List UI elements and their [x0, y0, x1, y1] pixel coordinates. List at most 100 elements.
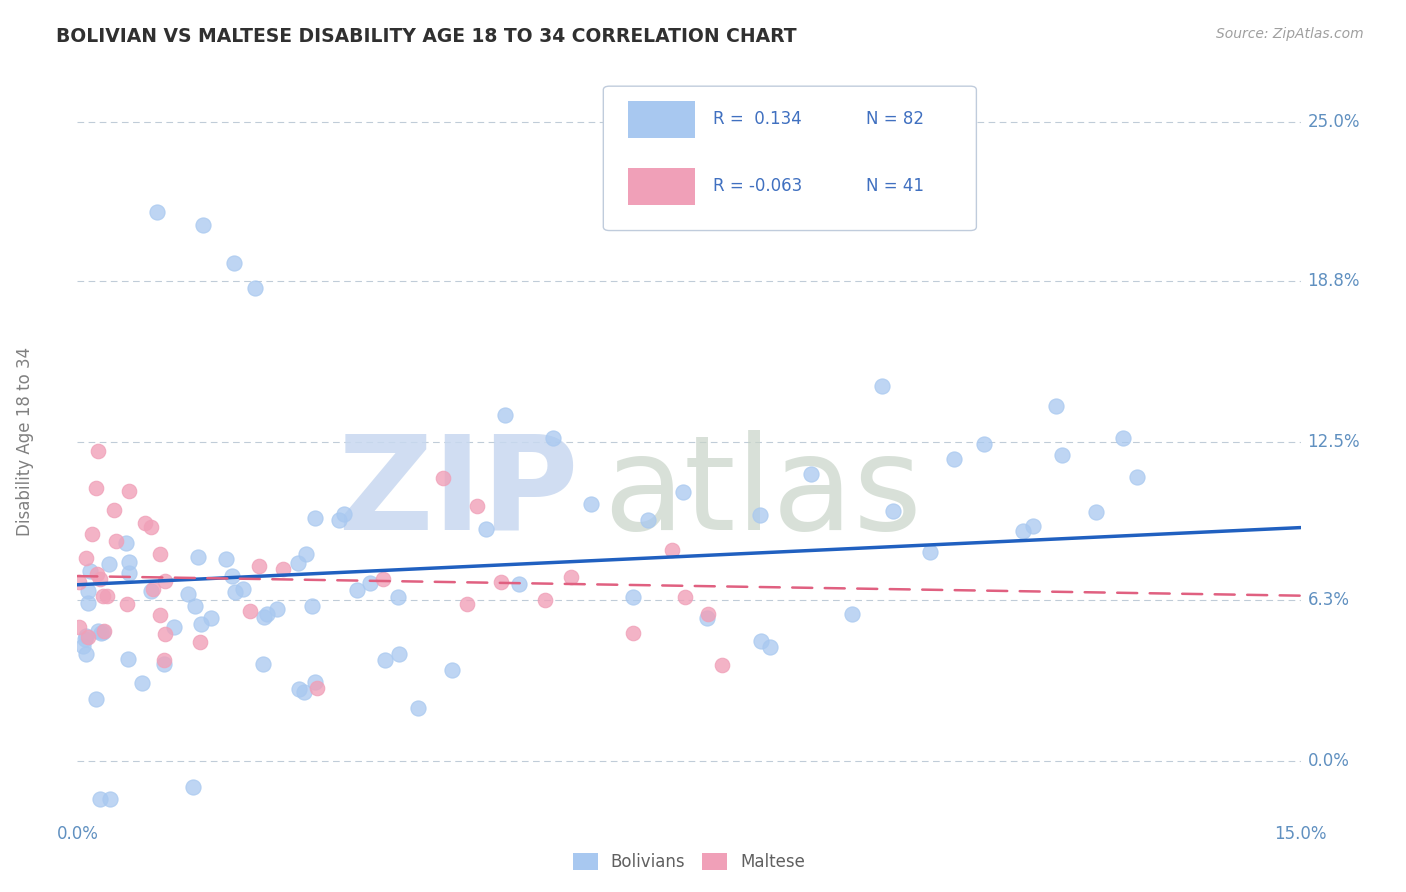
- Point: [304, 511, 326, 525]
- Text: 18.8%: 18.8%: [1308, 272, 1360, 290]
- Point: [534, 593, 557, 607]
- Point: [943, 451, 966, 466]
- Point: [98, 792, 121, 806]
- Point: [508, 577, 530, 591]
- Text: atlas: atlas: [603, 430, 922, 557]
- Point: [115, 535, 138, 549]
- Text: N = 41: N = 41: [866, 178, 924, 195]
- Point: [87, 624, 110, 638]
- Point: [266, 601, 288, 615]
- Point: [711, 658, 734, 673]
- Point: [76, 596, 98, 610]
- Point: [273, 562, 295, 576]
- Point: [188, 635, 211, 649]
- Point: [1045, 399, 1067, 413]
- Point: [751, 633, 773, 648]
- Point: [89, 573, 111, 587]
- Point: [432, 471, 454, 485]
- Point: [72, 639, 94, 653]
- Point: [294, 547, 316, 561]
- Point: [84, 692, 107, 706]
- Point: [387, 591, 409, 605]
- Point: [141, 520, 163, 534]
- Point: [89, 792, 111, 806]
- Point: [184, 599, 207, 614]
- Point: [301, 599, 323, 614]
- Point: [87, 444, 110, 458]
- Point: [148, 547, 170, 561]
- Point: [224, 585, 246, 599]
- Point: [200, 611, 222, 625]
- Point: [621, 590, 644, 604]
- Point: [141, 583, 163, 598]
- Point: [91, 625, 114, 640]
- Text: 25.0%: 25.0%: [1308, 113, 1360, 131]
- Point: [359, 576, 381, 591]
- Point: [91, 590, 114, 604]
- Point: [75, 647, 97, 661]
- Point: [221, 569, 243, 583]
- Text: Disability Age 18 to 34: Disability Age 18 to 34: [17, 347, 34, 536]
- Point: [96, 589, 118, 603]
- Point: [181, 780, 204, 794]
- Point: [163, 620, 186, 634]
- Point: [247, 558, 270, 573]
- Point: [252, 657, 274, 671]
- Point: [872, 379, 894, 393]
- Legend: Bolivians, Maltese: Bolivians, Maltese: [565, 846, 813, 878]
- Point: [1011, 524, 1033, 538]
- Point: [117, 566, 139, 580]
- Point: [1022, 518, 1045, 533]
- Point: [134, 516, 156, 531]
- Text: R = -0.063: R = -0.063: [713, 178, 803, 195]
- Point: [373, 573, 395, 587]
- Point: [152, 653, 174, 667]
- Point: [1126, 469, 1149, 483]
- Point: [142, 582, 165, 596]
- Point: [305, 681, 328, 695]
- Point: [673, 590, 696, 604]
- Bar: [628, 101, 695, 138]
- Point: [749, 508, 772, 522]
- Point: [621, 626, 644, 640]
- Point: [153, 574, 176, 588]
- Point: [292, 685, 315, 699]
- Point: [560, 569, 582, 583]
- Point: [1112, 431, 1135, 445]
- Point: [252, 609, 274, 624]
- Point: [661, 543, 683, 558]
- Point: [287, 556, 309, 570]
- Point: [79, 564, 101, 578]
- Point: [117, 652, 139, 666]
- Point: [800, 467, 823, 481]
- Point: [232, 582, 254, 597]
- Point: [388, 648, 411, 662]
- Point: [67, 575, 90, 590]
- Point: [177, 587, 200, 601]
- Point: [75, 629, 97, 643]
- Text: 12.5%: 12.5%: [1308, 433, 1360, 450]
- Point: [152, 657, 174, 671]
- Point: [224, 256, 246, 270]
- Point: [80, 527, 103, 541]
- Point: [86, 566, 108, 581]
- Point: [1050, 448, 1073, 462]
- Point: [759, 640, 782, 655]
- Text: N = 82: N = 82: [866, 111, 924, 128]
- Point: [288, 681, 311, 696]
- Text: R =  0.134: R = 0.134: [713, 111, 803, 128]
- Point: [918, 545, 941, 559]
- Point: [149, 608, 172, 623]
- Point: [333, 507, 356, 521]
- Point: [117, 597, 139, 611]
- Point: [215, 552, 238, 566]
- Point: [118, 484, 141, 499]
- Point: [187, 549, 209, 564]
- Text: 0.0%: 0.0%: [1308, 752, 1350, 770]
- Point: [104, 533, 127, 548]
- Point: [103, 503, 125, 517]
- Text: ZIP: ZIP: [337, 430, 579, 557]
- Point: [475, 522, 498, 536]
- Point: [118, 555, 141, 569]
- Point: [456, 597, 478, 611]
